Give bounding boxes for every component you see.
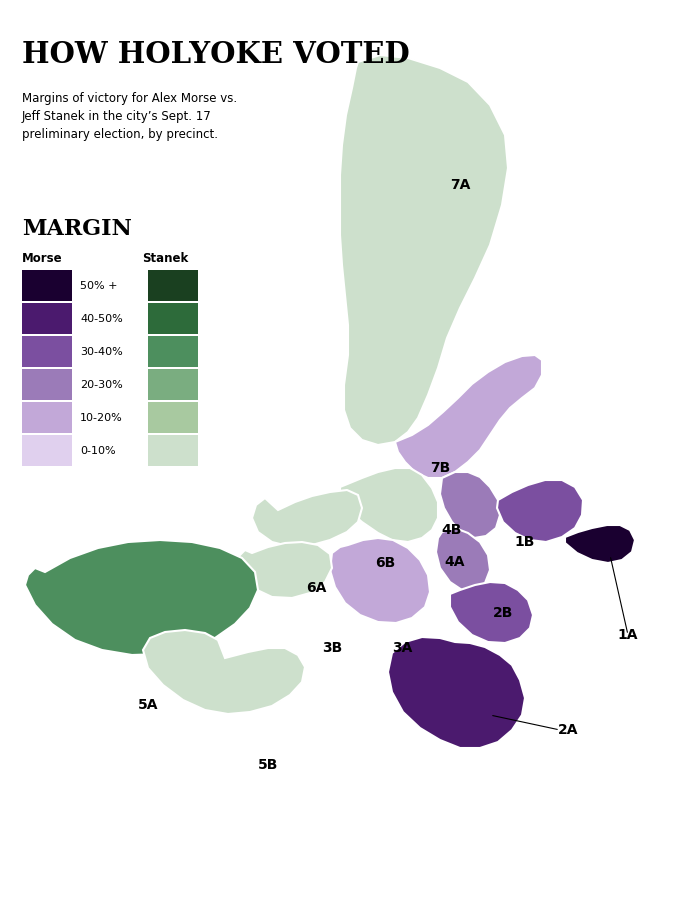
Polygon shape — [340, 55, 508, 445]
Bar — [148, 369, 198, 400]
Bar — [22, 369, 72, 400]
Polygon shape — [388, 637, 525, 748]
Text: 5B: 5B — [258, 758, 278, 772]
Polygon shape — [25, 540, 258, 655]
Polygon shape — [395, 355, 542, 478]
Bar — [22, 270, 72, 301]
Polygon shape — [497, 480, 583, 542]
Text: Morse: Morse — [22, 252, 63, 265]
Text: 3A: 3A — [392, 641, 412, 655]
Bar — [22, 303, 72, 334]
Bar — [148, 336, 198, 367]
Text: 6B: 6B — [375, 556, 395, 570]
Polygon shape — [330, 538, 430, 623]
Polygon shape — [436, 528, 490, 590]
Text: 4A: 4A — [445, 555, 465, 569]
Text: 10-20%: 10-20% — [80, 413, 123, 423]
Polygon shape — [340, 468, 438, 542]
Text: 40-50%: 40-50% — [80, 313, 123, 323]
Text: 6A: 6A — [306, 581, 326, 595]
Text: 0-10%: 0-10% — [80, 446, 116, 456]
Polygon shape — [565, 525, 635, 563]
Text: 7A: 7A — [450, 178, 470, 192]
Bar — [148, 402, 198, 433]
Bar — [148, 435, 198, 466]
Text: Stanek: Stanek — [142, 252, 188, 265]
Text: 1A: 1A — [618, 628, 638, 642]
Text: 2B: 2B — [493, 606, 513, 620]
Bar — [22, 435, 72, 466]
Text: 50% +: 50% + — [80, 281, 118, 290]
Text: 30-40%: 30-40% — [80, 346, 123, 356]
Text: Margins of victory for Alex Morse vs.
Jeff Stanek in the city’s Sept. 17
prelimi: Margins of victory for Alex Morse vs. Je… — [22, 92, 237, 141]
Polygon shape — [252, 490, 362, 547]
Bar — [22, 336, 72, 367]
Text: 4B: 4B — [442, 523, 462, 537]
Bar — [148, 303, 198, 334]
Text: 7B: 7B — [430, 461, 450, 475]
Polygon shape — [450, 582, 533, 643]
Polygon shape — [143, 630, 305, 714]
Text: 1B: 1B — [515, 535, 535, 549]
Polygon shape — [440, 472, 500, 538]
Bar — [148, 270, 198, 301]
Polygon shape — [238, 542, 332, 598]
Text: 2A: 2A — [558, 723, 578, 737]
Text: 3B: 3B — [322, 641, 342, 655]
Text: 5A: 5A — [138, 698, 158, 712]
Text: HOW HOLYOKE VOTED: HOW HOLYOKE VOTED — [22, 40, 410, 69]
Bar — [22, 402, 72, 433]
Text: MARGIN: MARGIN — [22, 218, 132, 240]
Text: 20-30%: 20-30% — [80, 379, 123, 390]
